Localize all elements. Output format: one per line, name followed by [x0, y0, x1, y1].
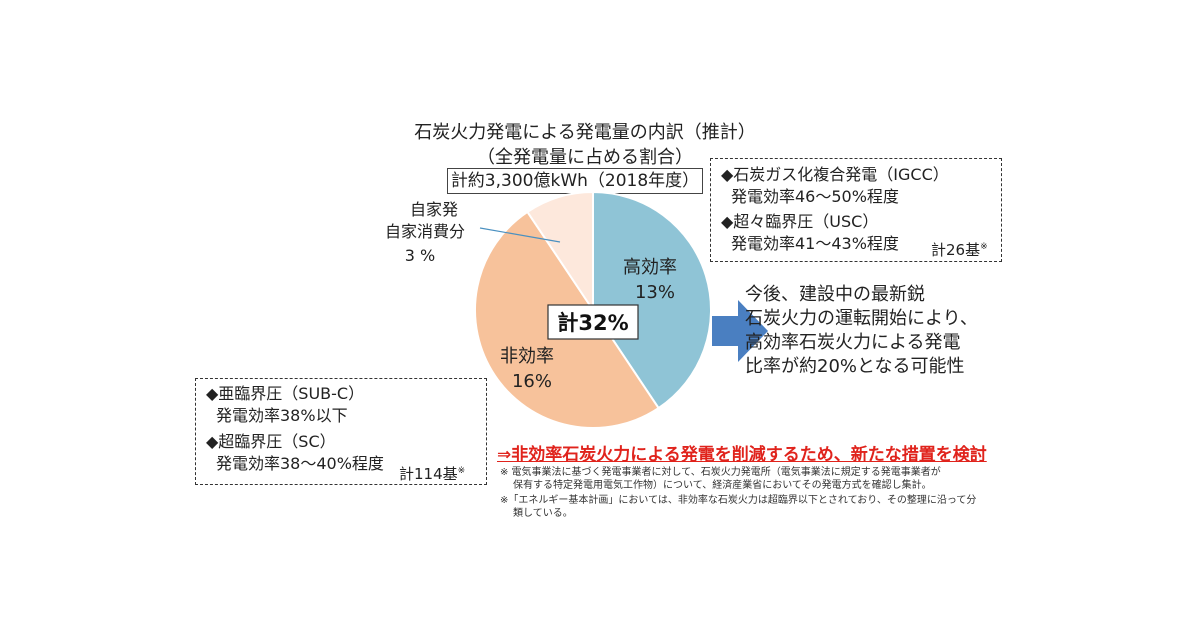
leader-line: [479, 227, 561, 243]
slice-label-high: 高効率: [623, 257, 677, 278]
sc-efficiency: 発電効率38～40%程度: [216, 454, 384, 473]
sc-label: ◆超臨界圧（SC）: [206, 432, 336, 451]
outlook-line-1: 今後、建設中の最新鋭: [745, 284, 925, 305]
footnote-2-line-1: ※「エネルギー基本計画」においては、非効率な石炭火力は超臨界以下とされており、そ…: [500, 495, 977, 506]
usc-label: ◆超々臨界圧（USC）: [721, 212, 879, 231]
subc-label: ◆亜臨界圧（SUB-C）: [206, 384, 365, 403]
footnote-1-line-2: 保有する特定発電用電気工作物）について、経済産業省においてその発電方式を確認し集…: [513, 480, 932, 491]
outside-label-line1: 自家発: [410, 200, 458, 219]
low-efficiency-count: 計114基※: [399, 465, 466, 483]
high-efficiency-box: ◆石炭ガス化複合発電（IGCC） 発電効率46～50%程度 ◆超々臨界圧（USC…: [710, 158, 1002, 262]
conclusion-text: ⇒非効率石炭火力による発電を削減するため、新たな措置を検討: [497, 445, 987, 465]
usc-efficiency: 発電効率41～43%程度: [731, 234, 899, 253]
future-outlook-text: 今後、建設中の最新鋭 石炭火力の運転開始により、 高効率石炭火力による発電 比率…: [745, 283, 978, 379]
igcc-label: ◆石炭ガス化複合発電（IGCC）: [721, 165, 949, 184]
outlook-line-2: 石炭火力の運転開始により、: [745, 308, 978, 329]
igcc-efficiency: 発電効率46～50%程度: [731, 187, 899, 206]
center-label: 計32%: [557, 311, 628, 335]
slice-label-low: 非効率: [500, 346, 554, 367]
outlook-line-4: 比率が約20%となる可能性: [745, 356, 965, 377]
subc-efficiency: 発電効率38%以下: [216, 406, 348, 425]
high-efficiency-count: 計26基※: [931, 241, 988, 259]
outlook-line-3: 高効率石炭火力による発電: [745, 332, 961, 353]
right-arrow-icon: [712, 300, 768, 362]
outside-label-line3: 3 %: [405, 246, 435, 265]
slice-value-high: 13%: [635, 282, 675, 303]
footnote-1-line-1: ※ 電気事業法に基づく発電事業者に対して、石炭火力発電所（電気事業法に規定する発…: [500, 467, 941, 478]
pie-slice-captive-use: [526, 190, 594, 314]
slice-value-low: 16%: [512, 371, 552, 392]
chart-subtitle: （全発電量に占める割合）: [477, 147, 693, 168]
chart-title: 石炭火力発電による発電量の内訳（推計）: [414, 122, 756, 143]
center-label-box: [547, 304, 639, 340]
outside-label-line2: 自家消費分: [385, 222, 465, 241]
footnote-2-line-2: 類している。: [513, 508, 573, 519]
low-efficiency-box: ◆亜臨界圧（SUB-C） 発電効率38%以下 ◆超臨界圧（SC） 発電効率38～…: [195, 378, 487, 485]
